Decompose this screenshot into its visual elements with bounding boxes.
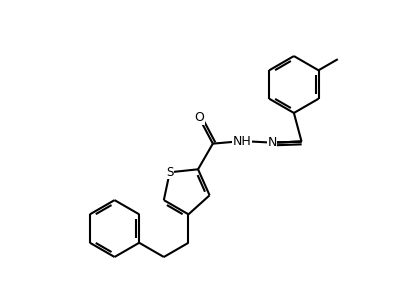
Text: O: O — [194, 111, 204, 124]
Text: NH: NH — [233, 135, 252, 148]
Text: N: N — [267, 136, 277, 149]
Text: S: S — [166, 166, 174, 179]
